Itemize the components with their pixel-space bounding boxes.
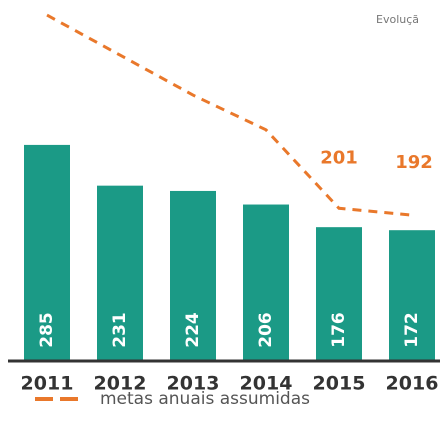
- x-tick-label: 2012: [94, 373, 147, 395]
- line-value-label: 201: [320, 147, 358, 168]
- bar: [316, 227, 362, 360]
- x-tick-label: 2015: [313, 373, 366, 395]
- x-tick-label: 2016: [386, 373, 439, 395]
- target-line: [46, 13, 413, 217]
- x-tick-label: 2013: [167, 373, 220, 395]
- bar-value-label: 206: [256, 312, 276, 348]
- bar-value-label: 224: [183, 312, 203, 348]
- x-tick-label: 2014: [240, 373, 293, 395]
- legend-label: metas anuais assumidas: [100, 389, 310, 409]
- bar: [243, 204, 289, 360]
- bar-value-label: 285: [37, 312, 57, 348]
- bar: [97, 185, 143, 360]
- chart-title: Evoluçã: [376, 13, 419, 26]
- bar: [170, 190, 216, 360]
- line-value-label: 192: [395, 152, 433, 173]
- bar: [389, 230, 435, 360]
- bar-value-label: 172: [402, 312, 422, 348]
- bar: [24, 144, 70, 360]
- bar-value-label: 176: [329, 312, 349, 348]
- bar-value-label: 231: [110, 312, 130, 348]
- x-tick-label: 2011: [21, 373, 74, 395]
